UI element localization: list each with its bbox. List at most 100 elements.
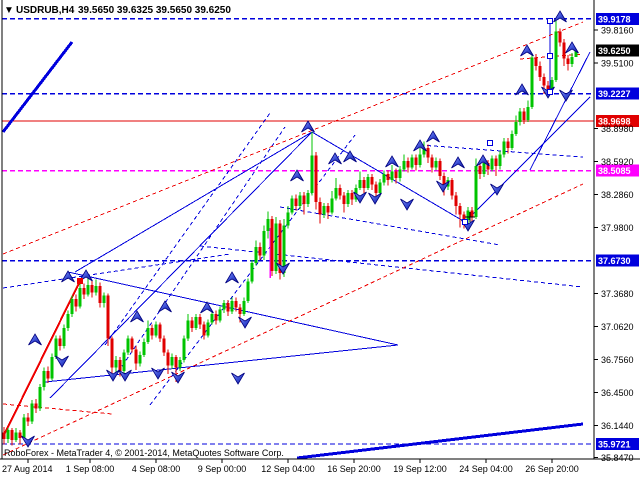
swing-arrow-down-icon[interactable] (490, 183, 504, 196)
price-axis-label: 35.8470 (601, 453, 634, 463)
candle (78, 288, 82, 307)
candle (270, 219, 274, 271)
candle (522, 111, 526, 120)
candle (394, 171, 398, 179)
swing-arrow-up-icon[interactable] (413, 139, 427, 152)
candle (30, 403, 34, 422)
swing-arrow-down-icon[interactable] (400, 198, 414, 211)
symbol-dropdown-icon[interactable]: ▼ (4, 5, 14, 16)
candle (234, 300, 238, 308)
swing-arrow-up-icon[interactable] (290, 169, 304, 182)
candle (274, 223, 278, 271)
selection-handle[interactable] (547, 53, 553, 59)
candle (294, 198, 298, 207)
candle (378, 182, 382, 194)
swing-arrow-down-icon[interactable] (231, 372, 245, 385)
trendline[interactable] (279, 206, 501, 246)
candle (94, 285, 98, 293)
swing-arrow-down-icon[interactable] (276, 262, 290, 275)
price-badge-label: 39.6250 (598, 46, 631, 56)
candle (14, 432, 18, 440)
candle (206, 322, 210, 336)
trendline[interactable] (2, 403, 113, 415)
swing-arrow-up-icon[interactable] (343, 150, 357, 163)
swing-arrow-up-icon[interactable] (61, 270, 75, 283)
candle (162, 338, 166, 353)
candle (118, 360, 122, 371)
swing-arrow-up-icon[interactable] (301, 120, 315, 133)
swing-arrow-up-icon[interactable] (130, 310, 144, 323)
swing-arrow-down-icon[interactable] (238, 316, 252, 329)
candle (18, 432, 22, 438)
trendline[interactable] (49, 131, 313, 399)
swing-arrow-down-icon[interactable] (353, 191, 367, 204)
swing-arrow-up-icon[interactable] (225, 271, 239, 284)
price-axis-label: 36.7560 (601, 355, 634, 365)
selection-handle[interactable] (462, 219, 468, 225)
candle (158, 324, 162, 339)
candle (170, 356, 174, 366)
trendline[interactable] (74, 131, 313, 273)
selection-handle[interactable] (77, 278, 83, 284)
swing-arrow-up-icon[interactable] (520, 44, 534, 57)
candle (510, 133, 514, 148)
candle (538, 66, 542, 77)
candle (542, 76, 546, 86)
swing-arrow-up-icon[interactable] (385, 155, 399, 168)
candle (486, 163, 490, 170)
swing-arrow-up-icon[interactable] (451, 156, 465, 169)
swing-arrow-down-icon[interactable] (368, 192, 382, 205)
trendline[interactable] (2, 21, 584, 255)
candle (202, 324, 206, 336)
candle (134, 349, 138, 364)
swing-arrow-down-icon[interactable] (106, 369, 120, 382)
candle (114, 360, 118, 368)
trendline[interactable] (1, 41, 74, 133)
trendline[interactable] (117, 126, 286, 373)
swing-arrow-up-icon[interactable] (426, 130, 440, 143)
swing-arrow-down-icon[interactable] (171, 371, 185, 384)
selection-handle[interactable] (547, 18, 553, 24)
swing-arrow-up-icon[interactable] (28, 333, 42, 346)
trendline[interactable] (2, 253, 231, 289)
trendline[interactable] (419, 144, 584, 158)
candle (454, 195, 458, 207)
swing-arrow-up-icon[interactable] (158, 300, 172, 313)
swing-arrow-up-icon[interactable] (553, 10, 567, 23)
price-axis-label: 36.4500 (601, 388, 634, 398)
candle (386, 173, 390, 181)
trendline[interactable] (296, 422, 584, 460)
trendline[interactable] (44, 344, 399, 383)
selection-handle[interactable] (547, 89, 553, 95)
trendline[interactable] (2, 183, 584, 456)
candle (498, 154, 502, 167)
swing-arrow-down-icon[interactable] (55, 355, 69, 368)
price-axis-label: 37.0620 (601, 322, 634, 332)
swing-arrow-up-icon[interactable] (515, 83, 529, 96)
swing-arrow-up-icon[interactable] (328, 152, 342, 165)
trendline[interactable] (2, 280, 81, 438)
swing-arrow-down-icon[interactable] (118, 369, 132, 382)
price-axis-label: 38.8980 (601, 124, 634, 134)
candle (262, 230, 266, 256)
candle (418, 154, 422, 166)
swing-arrow-down-icon[interactable] (151, 367, 165, 380)
object-anchor-cross (465, 212, 475, 222)
candle (514, 122, 518, 134)
swing-arrow-down-icon[interactable] (559, 89, 573, 102)
candle (42, 370, 46, 388)
candle (430, 157, 434, 168)
candle (6, 430, 10, 439)
trendline[interactable] (104, 112, 271, 346)
swing-arrow-up-icon[interactable] (565, 41, 579, 54)
selection-handle[interactable] (487, 140, 493, 146)
swing-arrow-down-icon[interactable] (436, 180, 450, 193)
swing-arrow-down-icon[interactable] (21, 435, 35, 448)
swing-arrow-up-icon[interactable] (476, 154, 490, 167)
trendline[interactable] (464, 96, 591, 223)
swing-arrow-up-icon[interactable] (200, 301, 214, 314)
trendline[interactable] (529, 51, 591, 171)
candle (470, 210, 474, 217)
price-badge (596, 87, 639, 100)
